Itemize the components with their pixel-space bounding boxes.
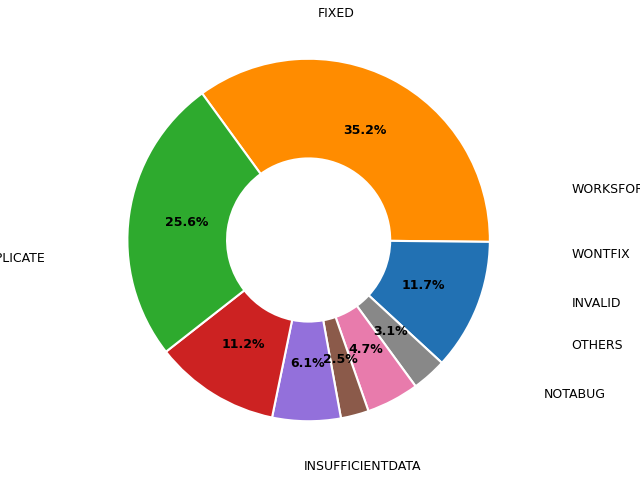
Text: 3.1%: 3.1% [373, 325, 408, 338]
Wedge shape [369, 241, 490, 363]
Text: WORKSFORME: WORKSFORME [572, 183, 640, 196]
Text: 35.2%: 35.2% [344, 124, 387, 137]
Text: NOTABUG: NOTABUG [544, 387, 606, 400]
Text: DUPLICATE: DUPLICATE [0, 252, 46, 264]
Text: FIXED: FIXED [317, 7, 355, 20]
Text: 25.6%: 25.6% [165, 216, 208, 229]
Wedge shape [166, 290, 292, 418]
Text: 2.5%: 2.5% [323, 353, 358, 366]
Text: OTHERS: OTHERS [572, 338, 623, 352]
Text: 11.7%: 11.7% [401, 279, 445, 292]
Wedge shape [356, 295, 442, 386]
Text: WONTFIX: WONTFIX [572, 248, 630, 261]
Text: INSUFFICIENTDATA: INSUFFICIENTDATA [304, 460, 422, 473]
Text: 6.1%: 6.1% [290, 357, 324, 370]
Wedge shape [202, 59, 490, 242]
Wedge shape [323, 317, 369, 419]
Text: 4.7%: 4.7% [349, 343, 383, 356]
Text: INVALID: INVALID [572, 297, 621, 310]
Wedge shape [272, 320, 341, 421]
Wedge shape [335, 306, 415, 411]
Text: 11.2%: 11.2% [222, 338, 266, 351]
Wedge shape [127, 94, 260, 352]
